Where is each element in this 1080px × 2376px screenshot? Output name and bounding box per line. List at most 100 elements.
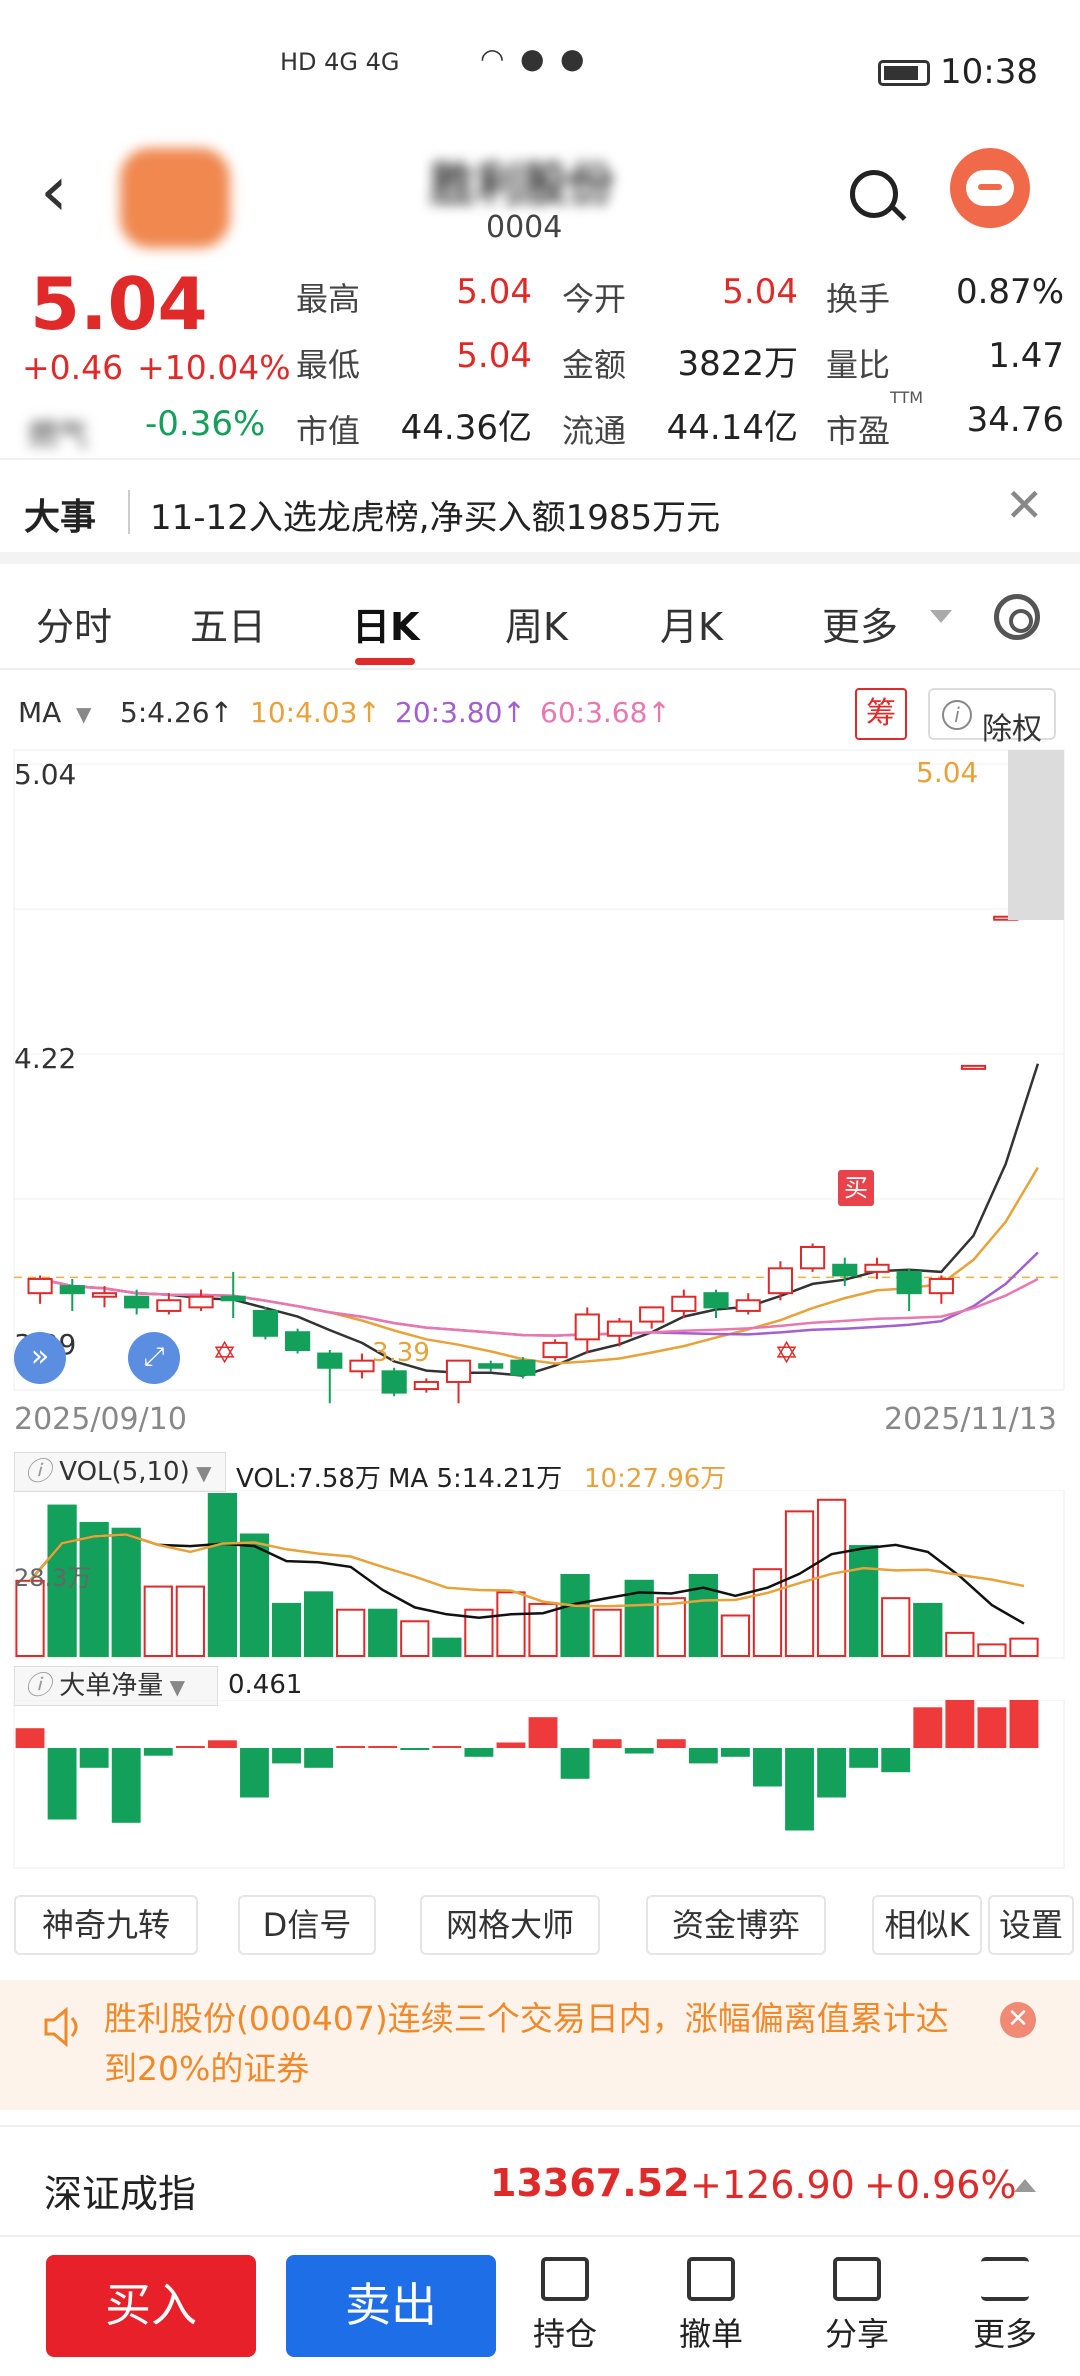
search-icon[interactable] <box>850 170 898 218</box>
chevron-down-icon: ▼ <box>163 1675 186 1699</box>
index-name: 深证成指 <box>44 2172 197 2216</box>
net-flow-bar <box>79 1748 109 1768</box>
volume-indicator-label: VOL(5,10) <box>59 1457 190 1487</box>
chevron-down-icon[interactable]: ▼ <box>76 702 92 726</box>
chevron-up-icon[interactable] <box>1014 2179 1036 2192</box>
net-flow-bar <box>720 1748 750 1757</box>
candle-body <box>928 1277 954 1295</box>
quote-label: 量比 <box>826 346 891 384</box>
expand-icon[interactable]: » <box>14 1332 66 1384</box>
signal-indicators: HD 4G 4G <box>280 48 400 76</box>
quote-panel: 5.04 +0.46 +10.04% 燃气 -0.36% 最高 5.04 今开 5… <box>0 260 1080 460</box>
net-flow-bar <box>688 1748 718 1764</box>
index-value: 13367.52 <box>490 2161 690 2205</box>
tab-five-day[interactable]: 五日 <box>190 605 267 649</box>
price-change: +0.46 +10.04% <box>22 348 305 387</box>
risk-alert[interactable]: 胜利股份(000407)连续三个交易日内，涨幅偏离值累计达到20%的证券 ✕ <box>0 1980 1080 2110</box>
tool-d-signal[interactable]: D信号 <box>238 1895 376 1955</box>
min-price-marker: 3.39 <box>372 1338 430 1368</box>
net-flow-bar <box>624 1748 654 1754</box>
news-bar[interactable]: 大事 11-12入选龙虎榜,净买入额1985万元 ✕ <box>0 462 1080 564</box>
candle-body <box>896 1270 922 1295</box>
net-flow-chart[interactable] <box>0 1693 1080 1870</box>
volume-bar <box>15 1579 45 1657</box>
chip-distribution-button[interactable]: 筹 <box>855 688 907 740</box>
cancel-order-label: 撤单 <box>678 2315 743 2353</box>
undo-icon <box>687 2257 735 2301</box>
assistant-icon[interactable] <box>950 148 1030 228</box>
tab-weekly-k[interactable]: 周K <box>505 605 568 649</box>
close-icon[interactable]: ✕ <box>1005 478 1044 532</box>
positions-button[interactable]: 持仓 <box>520 2257 610 2355</box>
buy-button[interactable]: 买入 <box>46 2255 256 2357</box>
volume-svg[interactable] <box>0 1489 1080 1660</box>
ex-rights-button[interactable]: i 除权 <box>928 688 1056 747</box>
volume-readout: VOL:7.58万 <box>236 1464 381 1494</box>
chevron-down-icon[interactable] <box>930 610 952 623</box>
candle-body <box>800 1246 826 1270</box>
tool-similar-k[interactable]: 相似K <box>872 1895 982 1955</box>
net-flow-selector[interactable]: ⓘ 大单净量 ▼ <box>14 1666 218 1706</box>
star-marker-icon[interactable]: ✡ <box>212 1336 238 1371</box>
tab-daily-k[interactable]: 日K <box>352 605 420 649</box>
star-marker-icon[interactable]: ✡ <box>774 1336 800 1371</box>
candlestick-chart[interactable]: 5.04 4.22 3.39 2025/09/10 2025/11/13 5.0… <box>0 740 1080 1470</box>
volume-bar <box>816 1498 847 1657</box>
tool-magic-nine[interactable]: 神奇九转 <box>14 1895 198 1955</box>
volume-tick-label: 28.3万 <box>14 1564 92 1592</box>
candlestick-svg[interactable] <box>0 740 1080 1470</box>
fullscreen-icon[interactable]: ⤢ <box>128 1332 180 1384</box>
chart-frame <box>13 749 1065 1391</box>
tab-monthly-k[interactable]: 月K <box>660 605 723 649</box>
more-button[interactable]: 更多 <box>960 2257 1050 2355</box>
status-bar: HD 4G 4G ◠ ● ● 10:38 <box>0 0 1080 140</box>
net-flow-bar <box>143 1748 173 1756</box>
net-flow-bar <box>656 1739 686 1748</box>
share-label: 分享 <box>824 2315 889 2353</box>
volume-bar <box>656 1597 686 1658</box>
share-icon <box>833 2257 881 2301</box>
ma-selector[interactable]: MA <box>18 696 62 729</box>
back-icon[interactable]: ‹ <box>40 150 68 232</box>
sector-label[interactable]: 燃气 <box>28 418 88 453</box>
volume-bar <box>303 1591 334 1657</box>
net-flow-bar <box>304 1748 334 1768</box>
active-tab-indicator <box>355 658 415 665</box>
volume-chart[interactable]: 28.3万 <box>0 1489 1080 1660</box>
tool-settings[interactable]: 设置 <box>988 1895 1074 1955</box>
tab-more[interactable]: 更多 <box>822 605 899 649</box>
net-flow-bar <box>47 1748 77 1820</box>
net-flow-frame <box>13 1699 1065 1869</box>
candle-body <box>542 1341 568 1359</box>
sell-button[interactable]: 卖出 <box>286 2255 496 2357</box>
gear-icon[interactable] <box>994 594 1040 640</box>
net-flow-bar <box>560 1748 590 1779</box>
volume-bar <box>175 1585 205 1657</box>
candle-body <box>381 1370 407 1394</box>
volume-indicator-selector[interactable]: ⓘ VOL(5,10) ▼ <box>14 1452 226 1492</box>
wifi-icon: ◠ <box>480 42 505 75</box>
share-button[interactable]: 分享 <box>812 2257 902 2355</box>
quote-value: 1.47 <box>988 336 1064 376</box>
document-icon <box>541 2257 589 2301</box>
tool-capital-game[interactable]: 资金博弈 <box>646 1895 826 1955</box>
news-text[interactable]: 11-12入选龙虎榜,净买入额1985万元 <box>150 498 721 538</box>
volume-bar <box>1009 1637 1039 1657</box>
net-flow-bar <box>945 1695 975 1748</box>
candle-body <box>510 1359 536 1376</box>
close-icon[interactable]: ✕ <box>1000 2002 1036 2038</box>
buy-signal-marker[interactable]: 买 <box>838 1170 874 1206</box>
cancel-order-button[interactable]: 撤单 <box>666 2257 756 2355</box>
tool-grid-master[interactable]: 网格大师 <box>420 1895 600 1955</box>
tab-intraday[interactable]: 分时 <box>36 605 113 649</box>
net-flow-svg[interactable] <box>0 1693 1080 1870</box>
candle-body <box>413 1380 439 1391</box>
candle-body <box>703 1292 729 1309</box>
index-ticker[interactable]: 深证成指 13367.52 +126.90 +0.96% <box>0 2125 1080 2235</box>
net-flow-bar <box>111 1748 141 1823</box>
candle-body <box>574 1313 600 1341</box>
ma-legend: MA ▼ 5:4.26↑ 10:4.03↑ 20:3.80↑ 60:3.68↑ … <box>0 680 1080 747</box>
volume-bar <box>849 1545 879 1658</box>
info-icon: ⓘ <box>25 1671 60 1701</box>
clock: 10:38 <box>940 52 1038 92</box>
